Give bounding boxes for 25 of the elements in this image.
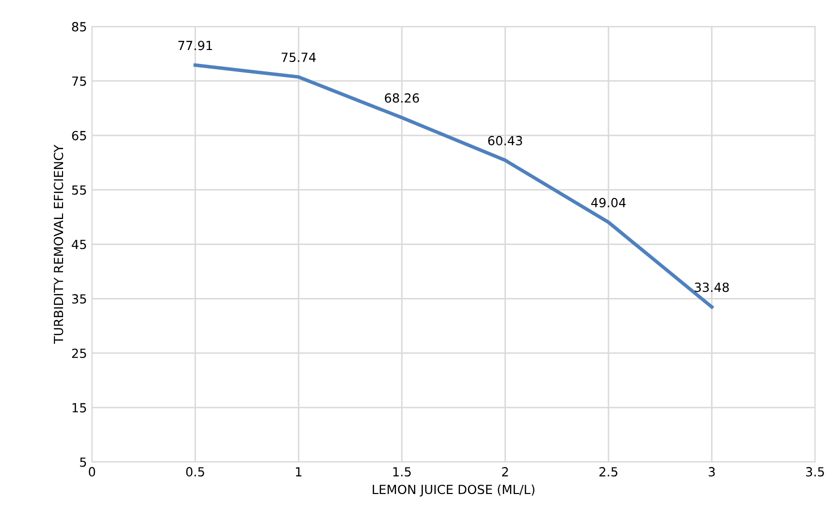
x-tick-label: 3.5 <box>806 467 824 477</box>
y-tick-label: 55 <box>72 185 86 195</box>
x-axis-title: LEMON JUICE DOSE (ML/L) <box>372 484 534 496</box>
data-label: 77.91 <box>178 40 212 50</box>
data-label: 33.48 <box>694 282 729 292</box>
x-tick-label: 1.5 <box>393 467 411 477</box>
x-tick-label: 0 <box>88 467 96 477</box>
y-tick-label: 75 <box>72 76 86 86</box>
x-tick-label: 0.5 <box>186 467 204 477</box>
y-tick-label: 65 <box>72 130 86 140</box>
x-tick-label: 1 <box>296 467 302 476</box>
x-tick-label: 2 <box>502 467 508 476</box>
x-tick-label: 2.5 <box>599 467 618 477</box>
y-tick-label: 15 <box>72 403 86 412</box>
y-tick-label: 35 <box>72 294 86 304</box>
y-tick-label: 25 <box>72 348 86 358</box>
x-tick-label: 3 <box>708 467 715 477</box>
data-label: 68.26 <box>384 93 419 103</box>
data-label: 75.74 <box>282 52 316 62</box>
data-label: 60.43 <box>488 136 522 146</box>
y-tick-label: 45 <box>72 240 86 250</box>
y-axis-title: TURBIDITY REMOVAL EFICIENCY <box>54 144 64 344</box>
y-tick-label: 5 <box>80 458 86 467</box>
data-label: 49.04 <box>591 198 626 208</box>
y-tick-label: 85 <box>72 22 86 32</box>
